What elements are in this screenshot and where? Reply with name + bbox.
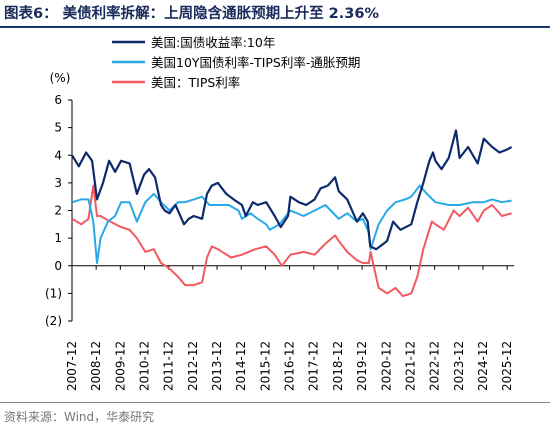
x-tick-label: 2012-12 xyxy=(186,341,200,391)
legend-label: 美国：TIPS利率 xyxy=(151,75,240,90)
y-tick-label: (2) xyxy=(45,314,62,328)
series-layer xyxy=(71,129,513,298)
x-tick-label: 2018-12 xyxy=(331,341,345,391)
source-note: 资料来源：Wind，华泰研究 xyxy=(4,410,155,424)
x-tick-label: 2022-12 xyxy=(428,341,442,391)
series-line xyxy=(71,184,512,298)
y-tick-label: 1 xyxy=(54,231,62,245)
x-tick-label: 2023-12 xyxy=(452,341,466,391)
y-tick-label: 5 xyxy=(54,121,62,135)
source-divider xyxy=(0,402,550,403)
x-tick-label: 2014-12 xyxy=(234,341,248,391)
series-line xyxy=(71,129,513,251)
x-tick-label: 2025-12 xyxy=(500,341,514,391)
x-tick-label: 2021-12 xyxy=(403,341,417,391)
x-tick-label: 2007-12 xyxy=(65,341,79,391)
x-tick-label: 2015-12 xyxy=(258,341,272,391)
y-tick-label: (1) xyxy=(45,286,62,300)
y-tick-label: 3 xyxy=(54,176,62,190)
y-tick-label: 0 xyxy=(54,259,62,273)
x-tick-label: 2013-12 xyxy=(210,341,224,391)
legend-label: 美国:国债收益率:10年 xyxy=(151,35,275,50)
x-tick-label: 2008-12 xyxy=(89,341,103,391)
legend-label: 美国10Y国债利率-TIPS利率-通胀预期 xyxy=(151,55,360,70)
axes: 6 5 4 3 2 1 0 (1) (2)2007-12 2008-12 2009-12 2010-1… xyxy=(45,93,514,391)
line-chart: 6 5 4 3 2 1 0 (1) (2)2007-12 2008-12 2009-12 2010-1… xyxy=(45,35,514,391)
y-tick-label: 4 xyxy=(54,148,62,162)
x-tick-label: 2016-12 xyxy=(283,341,297,391)
legend: 美国:国债收益率:10年美国10Y国债利率-TIPS利率-通胀预期美国：TIPS… xyxy=(112,35,360,90)
x-tick-label: 2024-12 xyxy=(476,341,490,391)
y-tick-label: 2 xyxy=(54,204,62,218)
x-tick-label: 2017-12 xyxy=(307,341,321,391)
x-tick-label: 2010-12 xyxy=(138,341,152,391)
chart-title: 图表6： 美债利率拆解：上周隐含通胀预期上升至 2.36% xyxy=(4,6,379,22)
y-axis-label: (%) xyxy=(50,71,71,85)
y-tick-label: 6 xyxy=(54,93,62,107)
x-tick-label: 2020-12 xyxy=(379,341,393,391)
x-tick-label: 2011-12 xyxy=(162,341,176,391)
title-divider xyxy=(0,26,550,28)
x-tick-label: 2009-12 xyxy=(113,341,127,391)
x-tick-label: 2019-12 xyxy=(355,341,369,391)
